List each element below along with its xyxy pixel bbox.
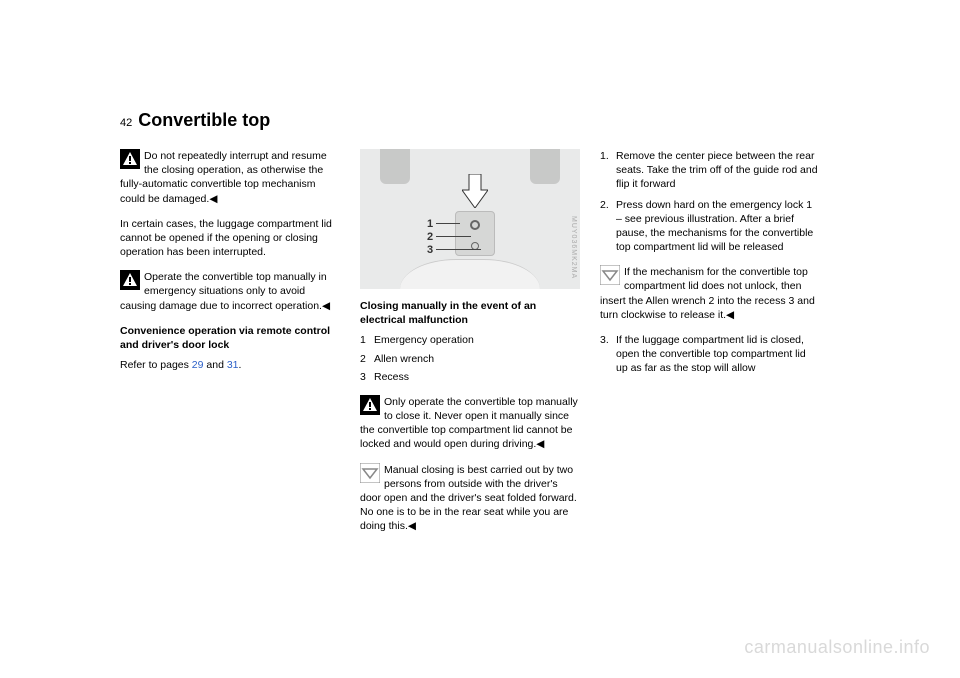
step-num: 3. [600,333,616,376]
legend-num: 2 [360,352,374,366]
figure-seat [400,259,540,289]
legend-num: 1 [360,333,374,347]
warning-icon [120,149,140,169]
info-block: Manual closing is best carried out by tw… [360,463,580,534]
step-item: 3. If the luggage compartment lid is clo… [600,333,820,376]
info-icon [360,463,380,483]
figure-code: MUY036MK2MA [569,216,578,279]
reference-line: Refer to pages 29 and 31. [120,358,340,372]
illustration: 1 2 3 MUY036MK2MA [360,149,580,289]
legend-text: Allen wrench [374,352,434,366]
warning-block: Do not repeatedly interrupt and resume t… [120,149,340,206]
refer-suffix: . [239,359,242,371]
warning-text: Do not repeatedly interrupt and resume t… [120,150,327,205]
step-num: 2. [600,198,616,255]
figure-mount [380,149,410,184]
section-heading: Closing manually in the event of an elec… [360,299,580,327]
down-arrow-icon [462,174,488,208]
step-text: If the luggage compartment lid is closed… [616,333,820,376]
legend-text: Emergency operation [374,333,474,347]
step-text: Press down hard on the emergency lock 1 … [616,198,820,255]
column-3: 1. Remove the center piece between the r… [600,149,820,544]
figure-mount [530,149,560,184]
callout-line [436,249,481,250]
warning-text: Only operate the convertible top manuall… [360,396,578,451]
page-header: 42 Convertible top [120,110,840,131]
legend-item: 3 Recess [360,370,580,384]
legend-num: 3 [360,370,374,384]
info-block: If the mechanism for the convertible top… [600,265,820,322]
page-link[interactable]: 31 [227,359,239,371]
legend-text: Recess [374,370,409,384]
column-1: Do not repeatedly interrupt and resume t… [120,149,340,544]
info-text: Manual closing is best carried out by tw… [360,464,577,533]
column-2: 1 2 3 MUY036MK2MA Closing manually in th… [360,149,580,544]
callout-label: 3 [427,243,433,258]
legend-item: 2 Allen wrench [360,352,580,366]
step-item: 1. Remove the center piece between the r… [600,149,820,192]
body-text: In certain cases, the luggage compartmen… [120,217,340,260]
page-link[interactable]: 29 [192,359,204,371]
watermark: carmanualsonline.info [744,637,930,658]
step-item: 2. Press down hard on the emergency lock… [600,198,820,255]
warning-block: Only operate the convertible top manuall… [360,395,580,452]
callout-line [436,223,460,224]
page-title: Convertible top [138,110,270,131]
warning-icon [360,395,380,415]
callout-line [436,236,471,237]
content-columns: Do not repeatedly interrupt and resume t… [120,149,840,544]
info-text: If the mechanism for the convertible top… [600,266,815,321]
step-text: Remove the center piece between the rear… [616,149,820,192]
page-number: 42 [120,117,132,129]
warning-icon [120,270,140,290]
manual-page: 42 Convertible top Do not repeatedly int… [120,110,840,544]
info-icon [600,265,620,285]
refer-mid: and [203,359,226,371]
warning-text: Operate the convertible top manually in … [120,271,330,311]
section-heading: Convenience operation via remote control… [120,324,340,352]
step-num: 1. [600,149,616,192]
legend-item: 1 Emergency operation [360,333,580,347]
refer-prefix: Refer to pages [120,359,192,371]
warning-block: Operate the convertible top manually in … [120,270,340,313]
figure-lock [470,220,480,230]
